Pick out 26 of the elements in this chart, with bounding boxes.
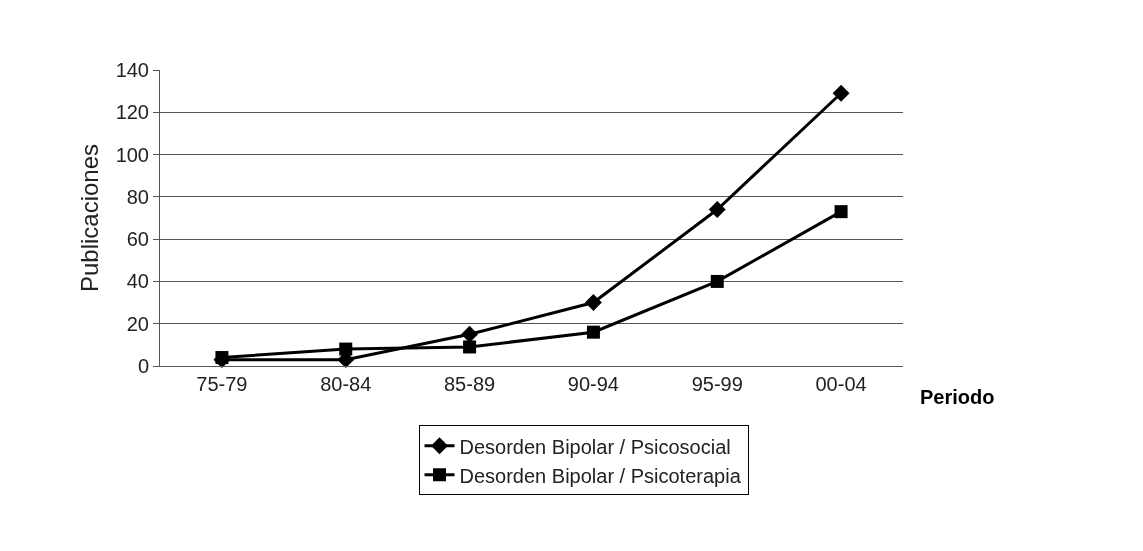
y-tick-label: 80 bbox=[126, 185, 149, 208]
y-tick-label: 100 bbox=[115, 143, 149, 166]
point bbox=[708, 201, 726, 218]
x-tick-label: 90-94 bbox=[567, 373, 619, 395]
x-tick-label: 85-89 bbox=[444, 373, 496, 395]
y-tick-label: 120 bbox=[115, 101, 149, 124]
legend-label: Desorden Bipolar / Psicosocial bbox=[459, 435, 731, 458]
point bbox=[834, 205, 848, 219]
y-tick-label: 0 bbox=[137, 355, 149, 377]
y-axis-title: Publicaciones bbox=[75, 143, 103, 293]
y-tick-label: 20 bbox=[126, 312, 149, 335]
x-tick-label: 00-04 bbox=[815, 373, 867, 395]
point bbox=[586, 325, 600, 339]
x-axis-title: Periodo bbox=[920, 386, 995, 408]
legend-label: Desorden Bipolar / Psicoterapia bbox=[459, 464, 742, 487]
x-tick-label: 75-79 bbox=[196, 373, 248, 395]
y-tick-label: 40 bbox=[126, 270, 149, 293]
x-tick-label: 95-99 bbox=[691, 373, 743, 395]
point bbox=[584, 294, 602, 312]
y-tick-label: 60 bbox=[126, 228, 149, 251]
y-tick-label: 140 bbox=[115, 59, 149, 81]
point bbox=[710, 274, 724, 288]
point bbox=[463, 340, 477, 354]
point bbox=[832, 84, 850, 102]
point bbox=[461, 325, 479, 343]
x-tick-label: 80-84 bbox=[320, 373, 372, 395]
